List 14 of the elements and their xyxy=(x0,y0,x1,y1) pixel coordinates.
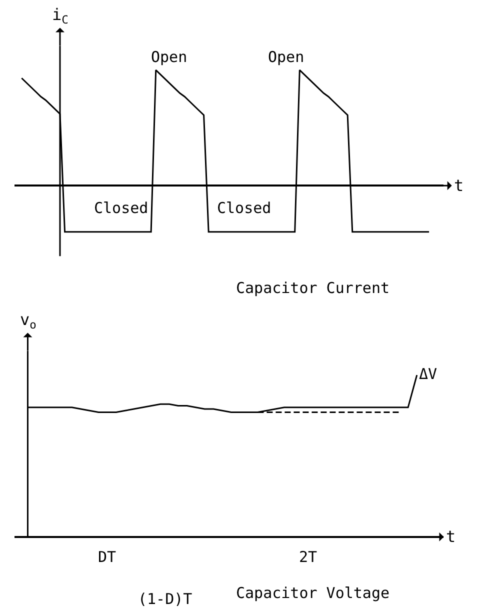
y-axis-title: v$_{o}$ xyxy=(20,310,36,332)
text: DT xyxy=(98,548,116,566)
annotation: Closed xyxy=(94,199,148,217)
annotation: Closed xyxy=(217,199,272,217)
annotation: ΔV xyxy=(419,365,438,383)
text: Open xyxy=(151,48,188,66)
y-axis-title: i$_{C}$ xyxy=(52,5,68,26)
text: Capacitor Voltage xyxy=(236,584,390,602)
x-axis-title: t xyxy=(454,176,464,195)
text: Open xyxy=(268,48,304,66)
text: Capacitor Current xyxy=(236,279,390,297)
text: 2T xyxy=(299,548,318,566)
text: (1-D)T xyxy=(138,590,192,608)
x-axis-title: t xyxy=(446,527,456,546)
